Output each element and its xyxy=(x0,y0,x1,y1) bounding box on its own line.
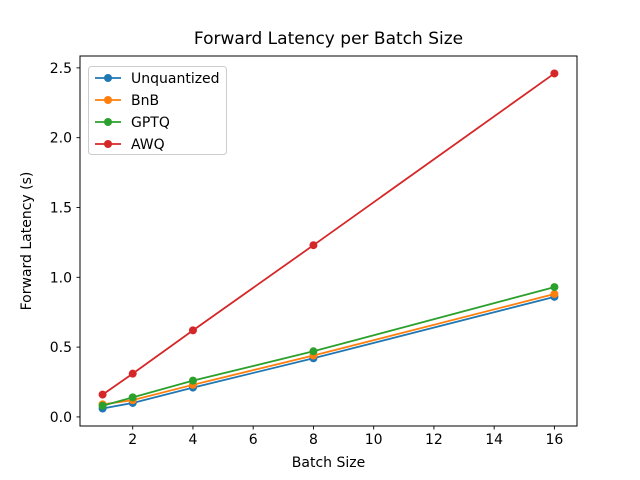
chart-title: Forward Latency per Batch Size xyxy=(194,29,463,49)
legend-item-awq: AWQ xyxy=(95,137,165,153)
data-point-gptq xyxy=(128,393,137,402)
data-point-gptq xyxy=(309,347,318,356)
legend: Unquantized BnB GPTQ AWQ xyxy=(88,66,227,155)
axes-spines xyxy=(79,55,578,427)
data-point-awq xyxy=(98,390,107,399)
series-line-unquantized xyxy=(101,295,556,410)
y-tick-label: 1.0 xyxy=(50,270,72,286)
y-tick-label: 0.0 xyxy=(50,410,72,426)
data-point-awq xyxy=(309,241,318,250)
legend-marker-awq xyxy=(104,140,112,148)
legend-label-unquantized: Unquantized xyxy=(131,71,220,87)
series-gptq xyxy=(98,283,559,410)
y-tick-label: 1.5 xyxy=(50,200,72,216)
x-tick-label: 8 xyxy=(309,432,318,448)
data-point-bnb xyxy=(550,290,559,299)
x-tick-label: 10 xyxy=(365,432,383,448)
data-point-gptq xyxy=(98,401,107,410)
data-point-awq xyxy=(128,369,137,378)
legend-label-awq: AWQ xyxy=(131,137,165,153)
legend-item-bnb: BnB xyxy=(95,93,159,109)
legend-marker-unquantized xyxy=(104,74,112,82)
x-axis-label: Batch Size xyxy=(292,455,365,471)
x-tick-label: 12 xyxy=(425,432,443,448)
legend-label-gptq: GPTQ xyxy=(131,115,170,131)
x-tick-label: 6 xyxy=(249,432,258,448)
data-point-gptq xyxy=(550,283,559,292)
legend-marker-gptq xyxy=(104,118,112,126)
y-tick-label: 2.0 xyxy=(50,131,72,147)
legend-label-bnb: BnB xyxy=(131,93,159,109)
x-tick-label: 2 xyxy=(128,432,137,448)
x-tick-label: 16 xyxy=(545,432,563,448)
legend-item-gptq: GPTQ xyxy=(95,115,170,131)
data-point-awq xyxy=(188,326,197,335)
y-axis-label: Forward Latency (s) xyxy=(19,172,35,311)
plot-area: 2 4 6 8 10 12 14 16 0.0 0.5 1.0 1.5 2.0 2.5 Unquantize… xyxy=(50,55,578,448)
series-awq xyxy=(98,69,559,399)
x-tick-label: 14 xyxy=(485,432,503,448)
legend-marker-bnb xyxy=(104,96,112,104)
legend-frame xyxy=(88,66,227,155)
legend-item-unquantized: Unquantized xyxy=(95,71,220,87)
y-tick-label: 0.5 xyxy=(50,340,72,356)
x-tick-label: 4 xyxy=(188,432,197,448)
data-point-awq xyxy=(550,69,559,78)
y-tick-label: 2.5 xyxy=(50,61,72,77)
data-point-gptq xyxy=(188,376,197,385)
